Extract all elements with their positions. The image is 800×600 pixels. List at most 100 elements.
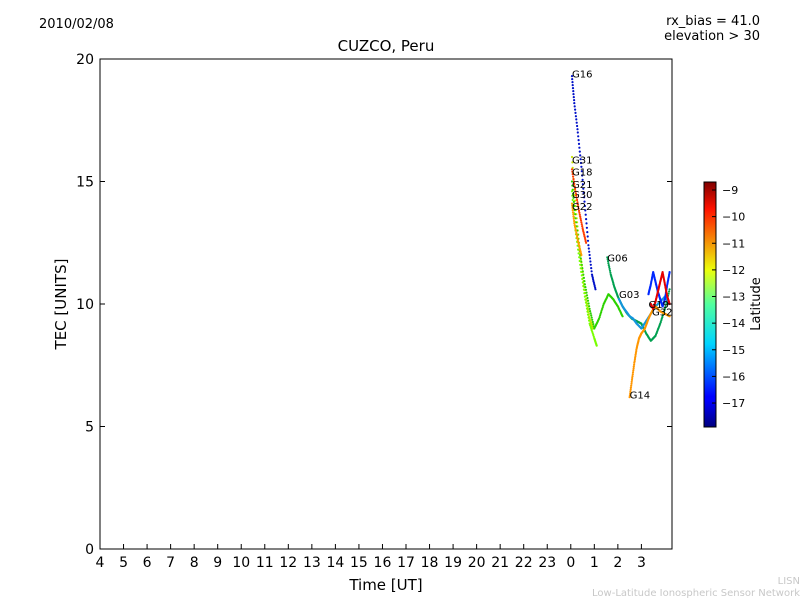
data-point-g18 <box>574 187 577 190</box>
data-point-g18 <box>573 185 576 188</box>
colorbar-tick-label: −17 <box>722 397 745 410</box>
colorbar-label: Latitude <box>749 277 764 331</box>
data-point-g18 <box>580 221 583 224</box>
y-tick-label: 10 <box>76 297 94 313</box>
data-point-g30 <box>580 270 583 273</box>
credit-long: Low-Latitude Ionospheric Sensor Network <box>592 588 800 599</box>
data-point-g18 <box>574 192 578 195</box>
data-point-g06 <box>661 316 664 319</box>
data-point-g21 <box>588 305 591 308</box>
x-tick-label: 18 <box>421 555 439 571</box>
data-point-g16 <box>585 218 588 221</box>
x-tick-label: 4 <box>96 555 105 571</box>
satellite-label: G18 <box>572 168 592 179</box>
data-point-g16 <box>585 226 589 229</box>
colorbar-tick-label: −12 <box>722 264 745 277</box>
x-tick-label: 6 <box>143 555 152 571</box>
data-point-g22 <box>571 206 574 209</box>
data-point-g30 <box>583 292 586 295</box>
data-point-g22 <box>571 209 574 212</box>
data-point-g22 <box>574 227 577 230</box>
data-point-g16 <box>583 204 587 208</box>
data-point-g06 <box>664 303 668 306</box>
y-axis-label: TEC [UNITS] <box>52 259 70 351</box>
data-point-g18 <box>577 207 580 210</box>
data-point-g18 <box>582 231 585 234</box>
data-point-g16 <box>582 187 585 190</box>
x-tick-label: 11 <box>256 555 274 571</box>
data-point-g14 <box>629 392 632 395</box>
data-point-g06 <box>607 264 610 267</box>
data-point-g21 <box>591 320 594 324</box>
x-tick-label: 9 <box>213 555 222 571</box>
x-tick-label: 14 <box>326 555 344 571</box>
data-point-g18 <box>583 235 586 238</box>
data-point-g06 <box>607 262 610 265</box>
data-point-g22 <box>573 224 576 227</box>
data-point-g16 <box>594 288 597 291</box>
data-point-g18 <box>576 203 579 206</box>
colorbar-tick-label: −15 <box>722 344 745 357</box>
y-tick-label: 5 <box>85 420 94 436</box>
data-point-g16 <box>590 267 593 270</box>
data-point-g18 <box>575 194 578 197</box>
data-point-g06 <box>607 260 610 263</box>
data-point-g30 <box>588 319 591 322</box>
data-point-g22 <box>572 217 575 220</box>
y-tick-label: 15 <box>76 175 94 191</box>
x-tick-label: 8 <box>190 555 199 571</box>
data-point-g18 <box>579 217 582 220</box>
data-point-g22 <box>575 233 578 236</box>
data-point-g30 <box>581 281 584 284</box>
data-point-g30 <box>579 263 582 266</box>
x-tick-label: 15 <box>350 555 368 571</box>
data-point-g31 <box>571 161 574 164</box>
data-point-g14 <box>630 380 633 383</box>
bias-info: rx_bias = 41.0 elevation > 30 <box>664 14 760 44</box>
data-point-g30 <box>595 344 598 347</box>
data-point-g30 <box>580 274 583 277</box>
colorbar <box>703 181 717 428</box>
data-point-g14 <box>632 367 635 370</box>
data-point-g16 <box>586 231 589 234</box>
data-point-g30 <box>578 259 581 263</box>
data-point-g18 <box>570 168 574 171</box>
data-point-g30 <box>589 324 592 327</box>
data-point-g16 <box>588 253 591 257</box>
data-point-g16 <box>591 275 594 278</box>
data-point-g22 <box>574 229 578 232</box>
data-point-g14 <box>630 384 633 387</box>
x-tick-label: 23 <box>538 555 556 571</box>
data-point-g21 <box>589 312 592 315</box>
colorbar-ticks: −9 −10 −11 −12 −13 −14 −15 −16 −17 <box>712 184 745 410</box>
credit-short: LISN <box>777 576 800 587</box>
data-point-g21 <box>592 323 595 326</box>
data-point-g30 <box>570 190 574 193</box>
data-point-g30 <box>579 267 582 270</box>
data-point-g30 <box>592 333 595 337</box>
data-point-g14 <box>632 369 635 372</box>
data-point-g21 <box>583 280 586 283</box>
data-point-g16 <box>584 209 587 212</box>
data-point-g14 <box>630 378 634 381</box>
data-point-g21 <box>572 200 576 203</box>
data-point-g18 <box>574 190 577 193</box>
data-point-g21 <box>621 315 624 318</box>
data-point-g30 <box>585 304 588 307</box>
data-point-g22 <box>573 219 576 223</box>
data-point-g06 <box>668 288 671 291</box>
data-point-g30 <box>583 295 587 298</box>
data-point-g16 <box>592 280 595 283</box>
data-point-g16 <box>579 158 582 161</box>
x-tick-label: 16 <box>374 555 392 571</box>
data-point-g22 <box>575 231 578 234</box>
data-point-g16 <box>580 165 583 168</box>
data-point-g21 <box>601 306 604 309</box>
x-tick-label: 2 <box>613 555 622 571</box>
data-point-g18 <box>572 180 576 183</box>
data-point-g16 <box>573 102 576 105</box>
data-point-g06 <box>659 320 662 324</box>
data-point-g16 <box>576 128 579 131</box>
satellite-label: G22 <box>572 202 592 213</box>
